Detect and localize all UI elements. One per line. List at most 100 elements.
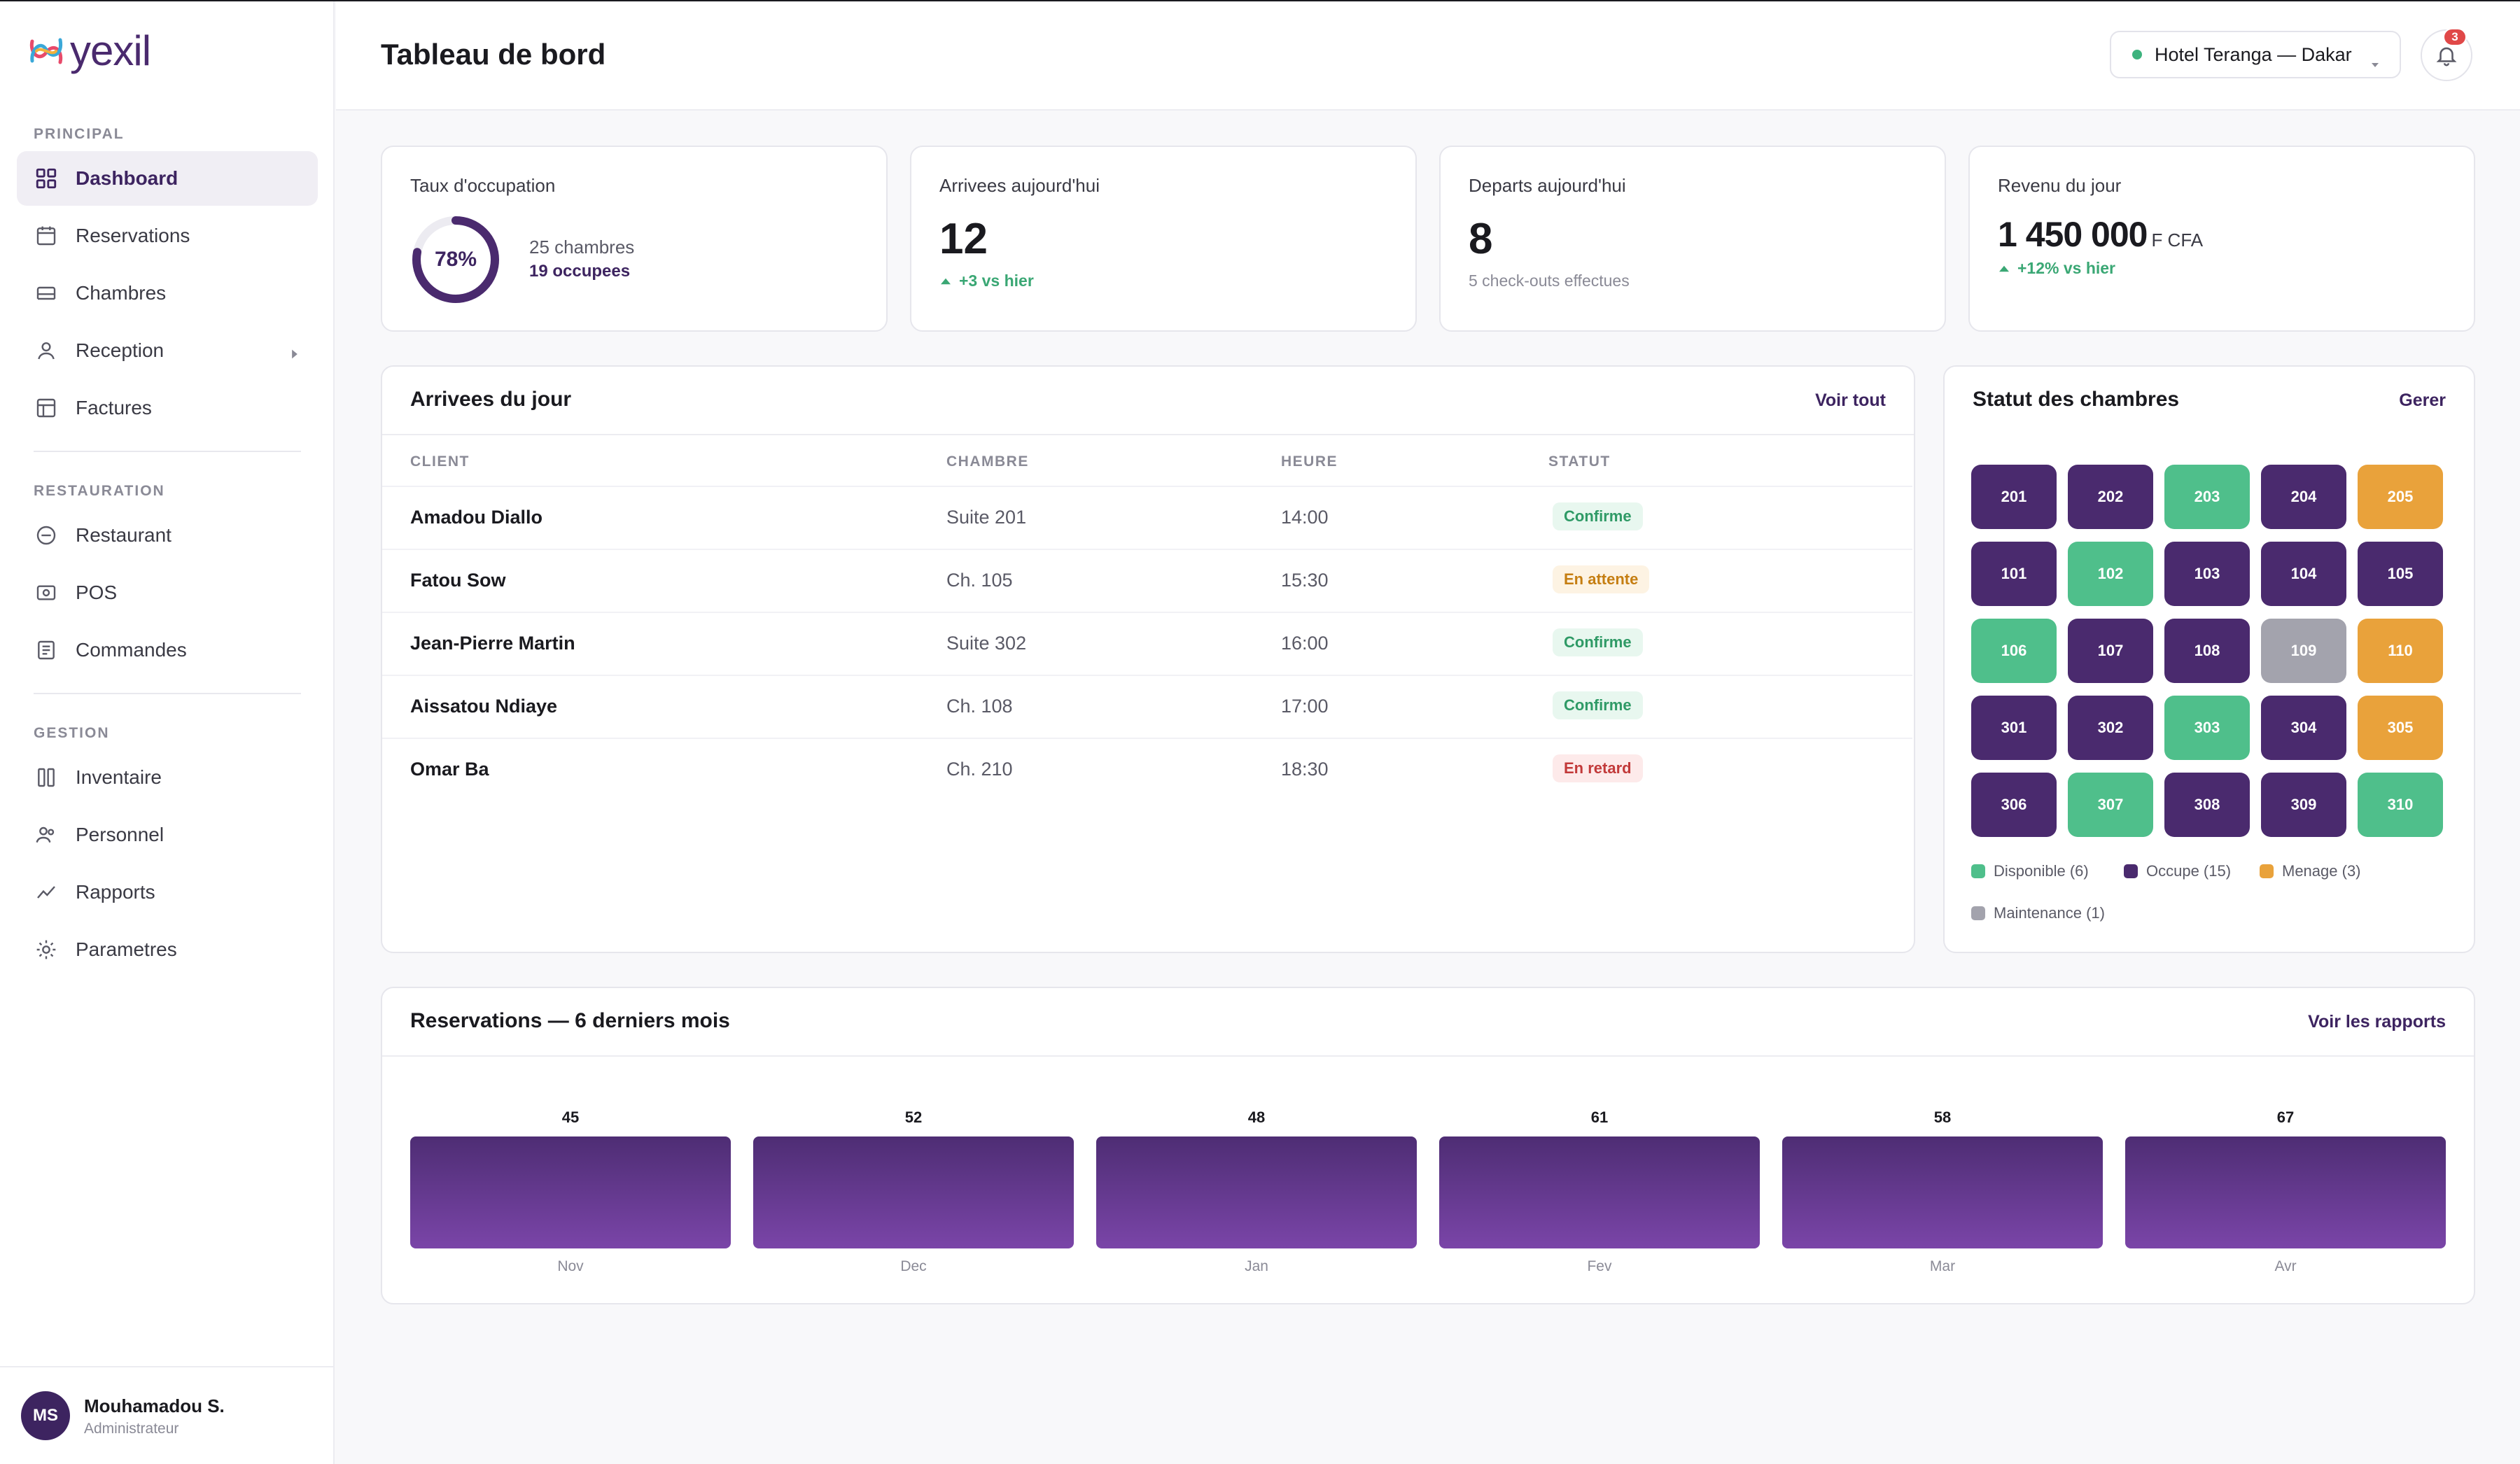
arrivals-table-card: Arrivees du jour Voir tout CLIENT CHAMBR… [381, 365, 1915, 953]
card-title: Reservations — 6 derniers mois [410, 1009, 730, 1032]
user-profile[interactable]: MS Mouhamadou S. Administrateur [0, 1366, 333, 1464]
room-tile-106[interactable]: 106 [1971, 619, 2057, 683]
table-row[interactable]: Fatou Sow Ch. 105 15:30 En attente [382, 549, 1912, 612]
orders-icon [34, 638, 59, 663]
bar-value-label: 48 [1247, 1108, 1266, 1126]
room-tile-205[interactable]: 205 [2358, 465, 2443, 529]
sidebar-item-reservations[interactable]: Reservations [17, 209, 318, 263]
cell-heure: 18:30 [1281, 759, 1329, 780]
stat-trend: +12% vs hier [1998, 259, 2115, 278]
room-tile-303[interactable]: 303 [2164, 696, 2250, 760]
stat-label: Departs aujourd'hui [1469, 175, 1626, 196]
status-badge: Confirme [1553, 502, 1643, 530]
cell-heure: 14:00 [1281, 507, 1329, 528]
sidebar-item-dashboard[interactable]: Dashboard [17, 151, 318, 206]
sidebar-item-personnel[interactable]: Personnel [17, 808, 318, 862]
room-tile-301[interactable]: 301 [1971, 696, 2057, 760]
bar-jan[interactable] [1096, 1136, 1417, 1248]
bar-fev[interactable] [1439, 1136, 1760, 1248]
bar-avr[interactable] [2125, 1136, 2446, 1248]
manage-link[interactable]: Gerer [2399, 390, 2446, 410]
sidebar-item-rapports[interactable]: Rapports [17, 865, 318, 920]
sidebar-item-pos[interactable]: POS [17, 565, 318, 620]
room-tile-304[interactable]: 304 [2261, 696, 2346, 760]
table-row[interactable]: Amadou Diallo Suite 201 14:00 Confirme [382, 486, 1912, 549]
bar-mar[interactable] [1782, 1136, 2103, 1248]
room-tile-102[interactable]: 102 [2068, 542, 2153, 606]
sidebar-item-restaurant[interactable]: Restaurant [17, 508, 318, 563]
room-status-card: Statut des chambres Gerer 201 202 203 204 20… [1943, 365, 2475, 953]
status-badge: Confirme [1553, 628, 1643, 656]
arrivals-card: Arrivees aujourd'hui 12 +3 vs hier [910, 146, 1417, 332]
room-tile-302[interactable]: 302 [2068, 696, 2153, 760]
sidebar-item-inventaire[interactable]: Inventaire [17, 750, 318, 805]
cell-chambre: Ch. 105 [946, 570, 1013, 591]
stat-trend: +3 vs hier [939, 272, 1034, 290]
chevron-right-icon [290, 343, 300, 365]
bar-dec[interactable] [753, 1136, 1074, 1248]
bar-category-label: Nov [557, 1258, 584, 1274]
view-all-link[interactable]: Voir tout [1815, 390, 1886, 410]
sidebar-item-factures[interactable]: Factures [17, 381, 318, 435]
cell-client: Fatou Sow [410, 570, 506, 591]
trend-up-icon [1999, 265, 2009, 272]
bar-category-label: Mar [1929, 1258, 1956, 1274]
table-row[interactable]: Jean-Pierre Martin Suite 302 16:00 Confirme [382, 612, 1912, 675]
status-dot [2132, 50, 2142, 59]
bar-nov[interactable] [410, 1136, 731, 1248]
stat-sub: 5 check-outs effectues [1469, 272, 1630, 290]
nav-section-gestion: GESTION [34, 725, 110, 741]
sidebar-item-chambres[interactable]: Chambres [17, 266, 318, 321]
room-tile-203[interactable]: 203 [2164, 465, 2250, 529]
stat-value: 12 [939, 215, 988, 263]
revenue-value: 1 450 000 [1998, 215, 2148, 254]
cell-chambre: Suite 302 [946, 633, 1027, 654]
room-tile-201[interactable]: 201 [1971, 465, 2057, 529]
brand-logo[interactable]: yexil [27, 27, 151, 75]
sidebar-item-label: Commandes [76, 639, 187, 661]
room-tile-104[interactable]: 104 [2261, 542, 2346, 606]
room-tile-105[interactable]: 105 [2358, 542, 2443, 606]
room-tile-109[interactable]: 109 [2261, 619, 2346, 683]
sidebar-item-parametres[interactable]: Parametres [17, 922, 318, 977]
bar-value-label: 45 [561, 1108, 580, 1126]
legend-label: Menage (3) [2282, 862, 2361, 880]
bar-category-label: Avr [2274, 1258, 2297, 1274]
gear-icon [34, 937, 59, 962]
column-header-heure: HEURE [1281, 453, 1338, 470]
room-tile-107[interactable]: 107 [2068, 619, 2153, 683]
room-tile-308[interactable]: 308 [2164, 773, 2250, 837]
occupancy-occupied: 19 occupees [529, 262, 631, 281]
room-tile-108[interactable]: 108 [2164, 619, 2250, 683]
legend-swatch [1971, 864, 1985, 878]
occupancy-percent: 78% [434, 248, 477, 271]
stat-value: 8 [1469, 215, 1493, 263]
room-tile-307[interactable]: 307 [2068, 773, 2153, 837]
notification-badge: 3 [2443, 28, 2467, 46]
room-tile-204[interactable]: 204 [2261, 465, 2346, 529]
room-tile-305[interactable]: 305 [2358, 696, 2443, 760]
stat-label: Arrivees aujourd'hui [939, 175, 1100, 196]
room-tile-110[interactable]: 110 [2358, 619, 2443, 683]
room-tile-309[interactable]: 309 [2261, 773, 2346, 837]
legend-item: Menage (3) [2260, 862, 2361, 880]
table-row[interactable]: Aissatou Ndiaye Ch. 108 17:00 Confirme [382, 675, 1912, 738]
room-tile-202[interactable]: 202 [2068, 465, 2153, 529]
room-tile-310[interactable]: 310 [2358, 773, 2443, 837]
nav-divider [34, 451, 301, 452]
hotel-selector[interactable]: Hotel Teranga — Dakar [2110, 31, 2401, 78]
table-row[interactable]: Omar Ba Ch. 210 18:30 En retard [382, 738, 1912, 801]
room-tile-306[interactable]: 306 [1971, 773, 2057, 837]
revenue-unit: F CFA [2151, 230, 2204, 251]
sidebar-item-label: Rapports [76, 881, 155, 903]
pos-icon [34, 580, 59, 605]
invoice-icon [34, 395, 59, 421]
sidebar-item-commandes[interactable]: Commandes [17, 623, 318, 677]
room-tile-101[interactable]: 101 [1971, 542, 2057, 606]
trend-text: +12% vs hier [2017, 259, 2116, 277]
bar-value-label: 58 [1933, 1108, 1952, 1126]
room-tile-103[interactable]: 103 [2164, 542, 2250, 606]
view-reports-link[interactable]: Voir les rapports [2308, 1012, 2446, 1032]
occupancy-ring [412, 216, 499, 303]
sidebar-item-reception[interactable]: Reception [17, 323, 318, 378]
